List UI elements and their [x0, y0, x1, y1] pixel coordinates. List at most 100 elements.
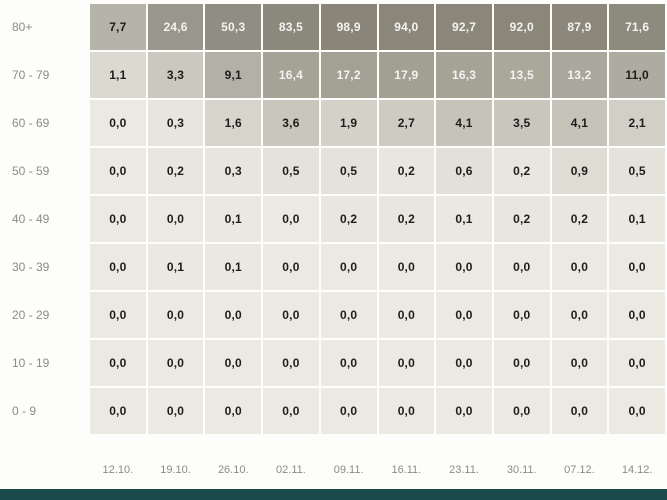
heatmap-cell: 0,1 — [436, 196, 492, 242]
heatmap-cell: 13,2 — [551, 52, 608, 98]
heatmap-cell: 13,5 — [493, 52, 550, 98]
heatmap-cell: 0,3 — [147, 100, 204, 146]
heatmap-cell: 0,0 — [263, 292, 319, 338]
heatmap-cell: 0,2 — [378, 148, 435, 194]
heatmap-cell: 0,2 — [493, 148, 550, 194]
heatmap-cell: 0,0 — [263, 388, 319, 434]
heatmap-cell: 17,9 — [378, 52, 435, 98]
heatmap-cell: 9,1 — [205, 52, 262, 98]
heatmap-cell: 24,6 — [147, 4, 204, 50]
row-label: 70 - 79 — [12, 68, 50, 82]
heatmap-cell: 11,0 — [609, 52, 665, 98]
heatmap-cell: 0,0 — [493, 388, 550, 434]
heatmap-grid: 80+ 7,7 24,6 50,3 83,5 98,9 94,0 92,7 92,0 87,9 71… — [0, 4, 665, 434]
heatmap-cell: 92,7 — [436, 4, 492, 50]
heatmap-cell: 4,1 — [436, 100, 492, 146]
heatmap-cell: 0,0 — [551, 292, 608, 338]
heatmap-cell: 0,5 — [609, 148, 665, 194]
heatmap-cell: 50,3 — [205, 4, 262, 50]
heatmap-cell: 0,5 — [320, 148, 377, 194]
heatmap-table: 80+ 7,7 24,6 50,3 83,5 98,9 94,0 92,7 92,0 87,9 71… — [0, 4, 665, 476]
heatmap-cell: 0,0 — [378, 292, 435, 338]
heatmap-cell: 0,0 — [378, 388, 435, 434]
heatmap-cell: 0,0 — [90, 100, 146, 146]
heatmap-cell: 1,6 — [205, 100, 262, 146]
heatmap-cell: 0,0 — [263, 196, 319, 242]
heatmap-cell: 0,0 — [320, 340, 377, 386]
heatmap-cell: 0,0 — [493, 292, 550, 338]
heatmap-cell: 0,0 — [493, 340, 550, 386]
heatmap-cell: 3,5 — [493, 100, 550, 146]
heatmap-cell: 0,6 — [436, 148, 492, 194]
heatmap-cell: 0,0 — [90, 292, 146, 338]
heatmap-cell: 16,3 — [436, 52, 492, 98]
heatmap-cell: 92,0 — [493, 4, 550, 50]
heatmap-cell: 0,0 — [551, 244, 608, 290]
heatmap-cell: 2,1 — [609, 100, 665, 146]
axis-spacer — [0, 464, 88, 476]
heatmap-cell: 0,0 — [263, 340, 319, 386]
heatmap-cell: 3,6 — [263, 100, 319, 146]
heatmap-cell: 0,0 — [551, 388, 608, 434]
heatmap-cell: 0,0 — [436, 292, 492, 338]
heatmap-cell: 0,0 — [90, 388, 146, 434]
heatmap-cell: 0,3 — [205, 148, 262, 194]
heatmap-cell: 87,9 — [551, 4, 608, 50]
date-label: 07.12. — [564, 464, 595, 476]
row-label: 20 - 29 — [12, 308, 50, 322]
heatmap-cell: 0,1 — [609, 196, 665, 242]
row-label: 30 - 39 — [12, 260, 50, 274]
heatmap-cell: 0,0 — [147, 388, 204, 434]
heatmap-cell: 0,0 — [378, 340, 435, 386]
heatmap-cell: 0,0 — [147, 292, 204, 338]
heatmap-cell: 0,1 — [205, 244, 262, 290]
heatmap-cell: 1,9 — [320, 100, 377, 146]
row-label: 10 - 19 — [12, 356, 50, 370]
heatmap-cell: 94,0 — [378, 4, 435, 50]
heatmap-cell: 0,0 — [609, 244, 665, 290]
heatmap-cell: 0,0 — [436, 244, 492, 290]
heatmap-cell: 0,0 — [147, 340, 204, 386]
heatmap-cell: 0,9 — [551, 148, 608, 194]
heatmap-cell: 7,7 — [90, 4, 146, 50]
heatmap-cell: 1,1 — [90, 52, 146, 98]
heatmap-cell: 0,0 — [90, 244, 146, 290]
heatmap-cell: 0,0 — [205, 388, 262, 434]
heatmap-cell: 0,0 — [90, 340, 146, 386]
date-axis: 12.10. 19.10. 26.10. 02.11. 09.11. 16.11. 23.1… — [0, 464, 665, 476]
heatmap-cell: 0,0 — [205, 292, 262, 338]
heatmap-cell: 2,7 — [378, 100, 435, 146]
heatmap-cell: 0,2 — [147, 148, 204, 194]
heatmap-cell: 0,0 — [320, 244, 377, 290]
heatmap-cell: 0,0 — [609, 388, 665, 434]
date-label: 02.11. — [276, 464, 306, 476]
row-label: 60 - 69 — [12, 116, 50, 130]
heatmap-cell: 0,0 — [320, 388, 377, 434]
heatmap-cell: 0,0 — [436, 388, 492, 434]
heatmap-cell: 0,0 — [90, 196, 146, 242]
row-label: 50 - 59 — [12, 164, 50, 178]
heatmap-cell: 0,2 — [378, 196, 435, 242]
date-label: 30.11. — [506, 464, 537, 476]
heatmap-cell: 0,0 — [263, 244, 319, 290]
heatmap-cell: 0,0 — [493, 244, 550, 290]
heatmap-cell: 0,0 — [609, 292, 665, 338]
date-label: 23.11. — [449, 464, 479, 476]
heatmap-cell: 0,0 — [609, 340, 665, 386]
row-label: 40 - 49 — [12, 212, 50, 226]
heatmap-cell: 0,0 — [205, 340, 262, 386]
row-label: 0 - 9 — [12, 404, 37, 418]
heatmap-cell: 0,0 — [436, 340, 492, 386]
heatmap-cell: 71,6 — [609, 4, 665, 50]
heatmap-cell: 0,5 — [263, 148, 319, 194]
row-label: 80+ — [12, 20, 33, 34]
heatmap-cell: 0,1 — [205, 196, 262, 242]
date-label: 26.10. — [217, 464, 249, 476]
date-label: 14.12. — [621, 464, 653, 476]
heatmap-cell: 98,9 — [320, 4, 377, 50]
footer-bar — [0, 489, 667, 500]
heatmap-cell: 4,1 — [551, 100, 608, 146]
heatmap-cell: 3,3 — [147, 52, 204, 98]
heatmap-cell: 0,0 — [378, 244, 435, 290]
heatmap-cell: 16,4 — [263, 52, 319, 98]
